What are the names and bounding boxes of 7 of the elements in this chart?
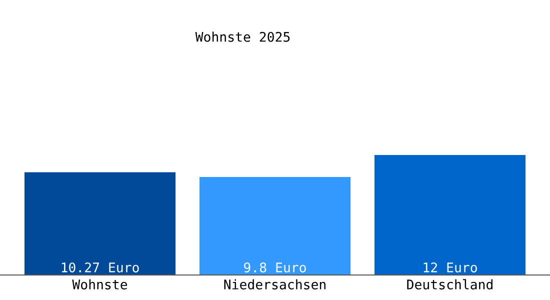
x-tick-label: Deutschland [407,279,492,290]
chart-title: Wohnste 2025 [195,32,290,42]
x-tick-label: Niedersachsen [224,279,326,290]
data-label: 9.8 Euro [244,262,306,272]
data-label: 12 Euro [424,262,477,272]
x-tick-label: Wohnste [72,279,128,290]
data-label: 10.27 Euro [62,262,139,272]
